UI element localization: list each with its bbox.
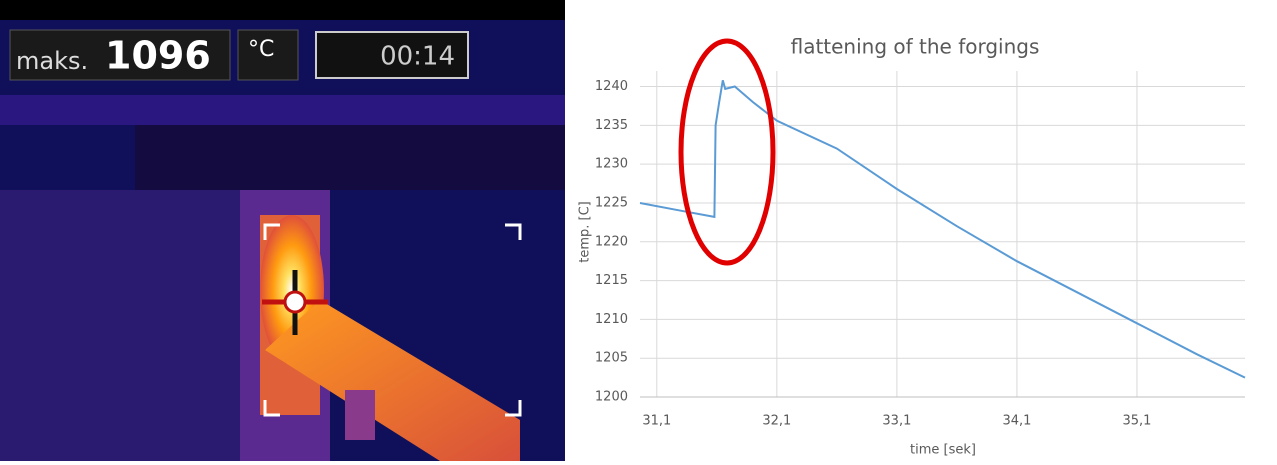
y-tick-label: 1235 bbox=[595, 118, 628, 133]
y-tick-label: 1215 bbox=[595, 273, 628, 288]
timer: 00:14 bbox=[380, 42, 455, 72]
y-tick-label: 1220 bbox=[595, 234, 628, 249]
data-line bbox=[639, 80, 1246, 379]
chart-title: flattening of the forgings bbox=[791, 35, 1040, 59]
x-tick-label: 32,1 bbox=[762, 414, 791, 429]
max-value: 1096 bbox=[105, 34, 211, 78]
y-tick-label: 1210 bbox=[595, 312, 628, 327]
chart: flattening of the forgings temp. [C] tim… bbox=[565, 0, 1277, 461]
x-tick-label: 34,1 bbox=[1002, 414, 1031, 429]
x-tick-label: 33,1 bbox=[882, 414, 911, 429]
y-tick-label: 1205 bbox=[595, 351, 628, 366]
y-tick-label: 1230 bbox=[595, 157, 628, 172]
x-tick-label: 35,1 bbox=[1122, 414, 1151, 429]
highlight-ellipse bbox=[678, 38, 776, 266]
x-tick-label: 31,1 bbox=[642, 414, 671, 429]
y-tick-label: 1225 bbox=[595, 195, 628, 210]
y-axis-label: temp. [C] bbox=[578, 201, 593, 263]
thermal-image: maks. 1096 °C 00:14 bbox=[0, 0, 565, 461]
x-axis-label: time [sek] bbox=[910, 443, 976, 458]
max-label: maks. bbox=[16, 47, 88, 75]
y-tick-label: 1200 bbox=[595, 390, 628, 405]
y-tick-label: 1240 bbox=[595, 79, 628, 94]
unit: °C bbox=[248, 37, 274, 62]
